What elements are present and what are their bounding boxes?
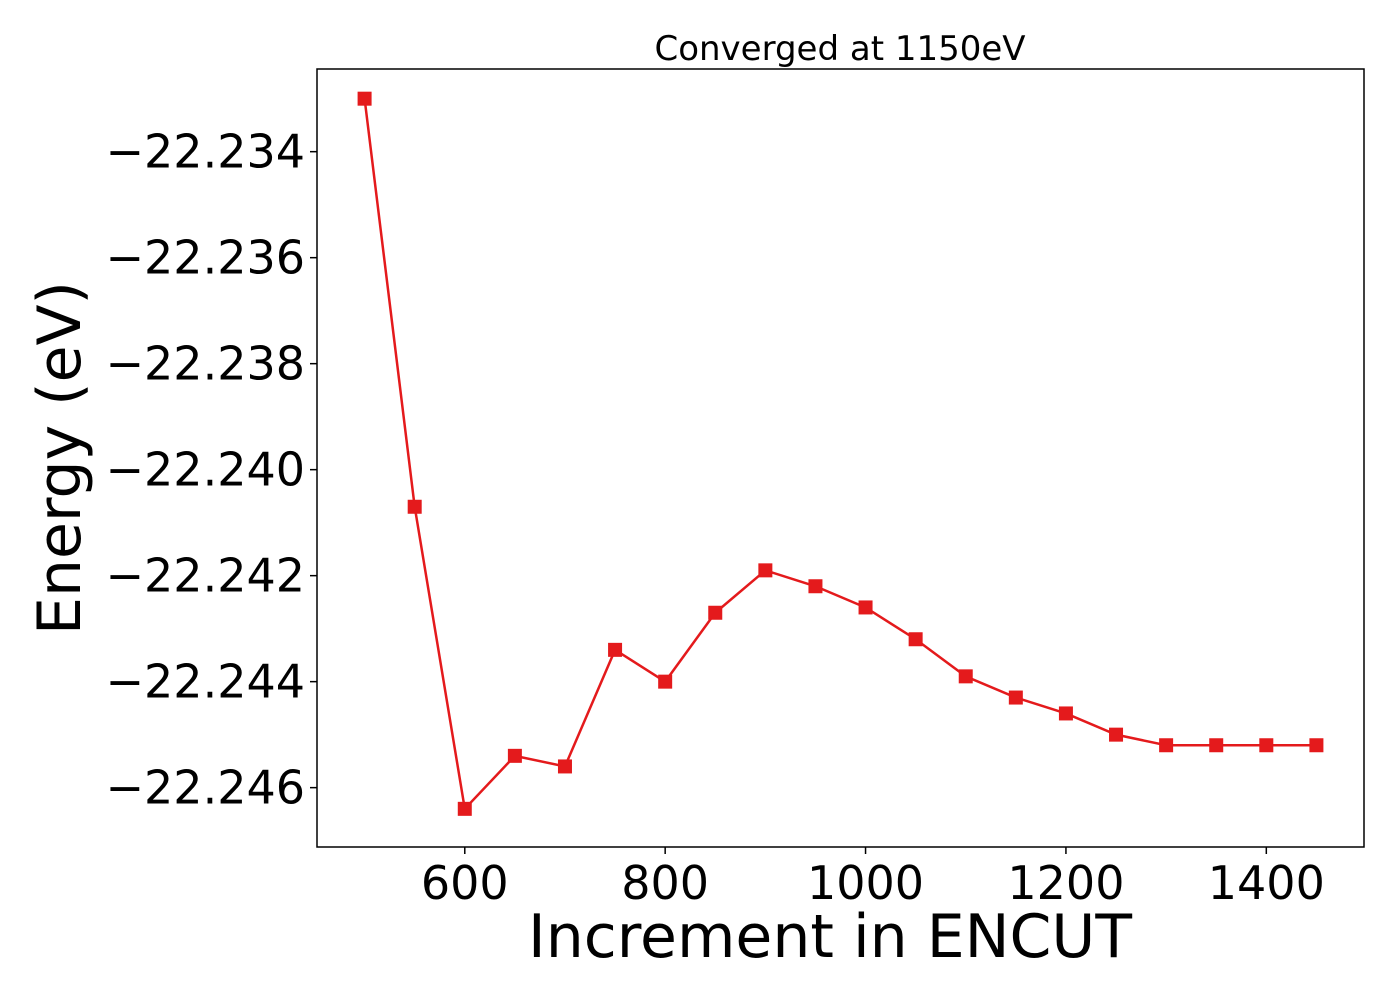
data-point [407,499,422,514]
plot-frame [316,68,1365,848]
data-point [708,605,723,620]
data-point [958,669,973,684]
data-point [808,579,823,594]
data-point [608,642,623,657]
y-tick-label: −22.240 [106,443,306,497]
x-tick-label: 1200 [1007,856,1124,910]
x-tick-label: 600 [421,856,509,910]
x-tick-label: 1400 [1208,856,1325,910]
x-axis: 600 800 1000 1200 1400 [421,847,1325,910]
y-axis-label: Energy (eV) [25,281,95,635]
y-tick-label: −22.238 [106,337,306,391]
data-point [1259,738,1274,753]
x-tick-label: 1000 [807,856,924,910]
data-point [1159,738,1174,753]
y-tick-label: −22.236 [106,231,306,285]
plot-area [357,91,1324,816]
data-point [908,632,923,647]
y-axis: −22.234 −22.236 −22.238 −22.240 −22.242 −22.2… [106,125,317,815]
data-point [1058,706,1073,721]
x-tick-label: 800 [621,856,709,910]
chart-title: Converged at 1150eV [654,29,1025,69]
data-point [507,748,522,763]
y-tick-label: −22.234 [106,125,306,179]
data-point [557,759,572,774]
data-point [357,91,372,106]
data-point [1209,738,1224,753]
data-point [858,600,873,615]
x-axis-label: Increment in ENCUT [528,902,1132,972]
data-point [1309,738,1324,753]
data-point [1109,727,1124,742]
data-point [758,563,773,578]
y-tick-label: −22.242 [106,549,306,603]
y-tick-label: −22.244 [106,655,306,709]
data-point [1008,690,1023,705]
data-point [658,674,673,689]
series-line [363,98,1317,812]
y-tick-label: −22.246 [106,761,306,815]
data-point [457,801,472,816]
